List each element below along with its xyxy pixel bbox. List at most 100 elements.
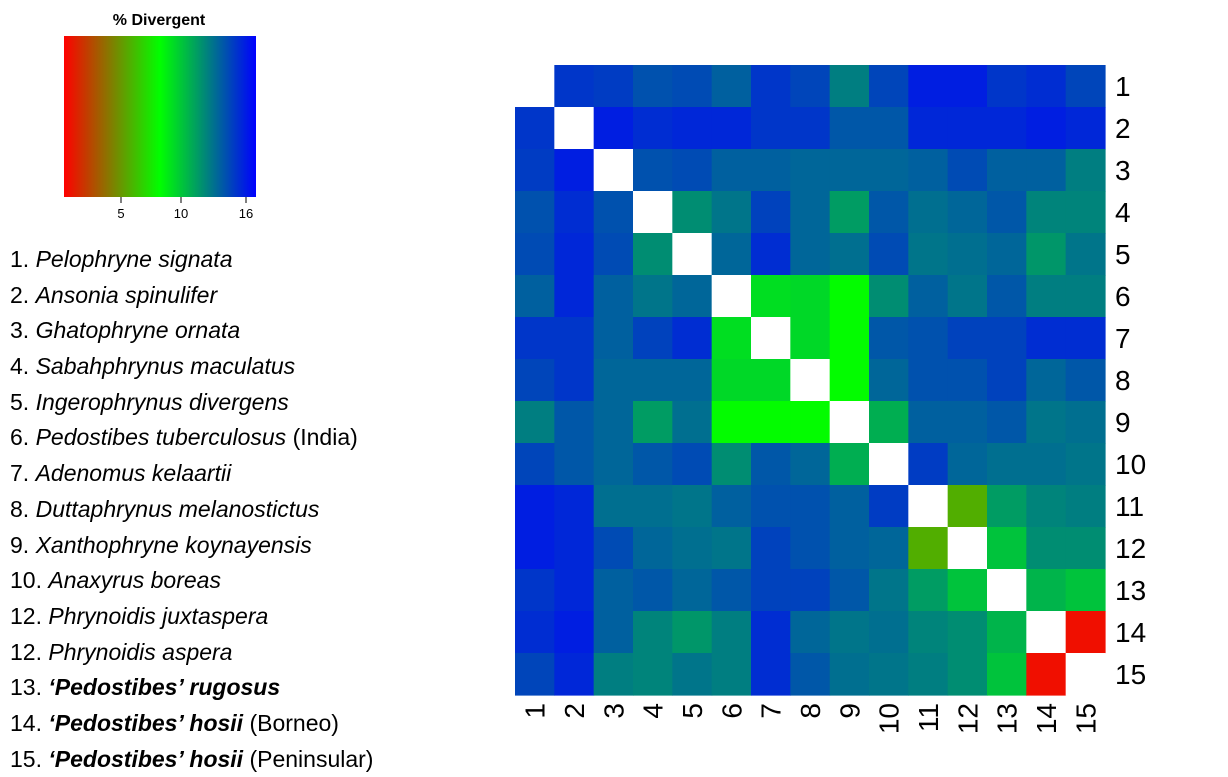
heatmap-cell [987,527,1027,570]
heatmap-cell [869,233,909,276]
heatmap-cell [633,485,673,528]
heatmap-cell [633,611,673,654]
heatmap-cell [947,485,988,528]
heatmap-cell [672,275,713,318]
species-name: ‘Pedostibes’ hosii [48,709,244,736]
heatmap-cell [554,611,595,654]
heatmap-cell [947,611,988,654]
species-name: Phrynoidis aspera [48,638,233,665]
row-label: 13 [1115,575,1146,606]
species-item: 15. ‘Pedostibes’ hosii (Peninsular) [10,742,373,777]
heatmap-cell [869,107,909,150]
heatmap-cell [1065,65,1106,108]
heatmap-cell [554,65,595,108]
heatmap-cell [1026,149,1067,192]
heatmap-cell [751,275,791,318]
heatmap-cell [947,65,988,108]
species-number: 10. [10,567,42,594]
species-name: Sabahphrynus maculatus [35,353,296,380]
heatmap-cell [1026,443,1067,486]
row-label: 9 [1115,407,1131,438]
heatmap-cell [1065,485,1106,528]
heatmap-cell [593,65,634,108]
heatmap-cell [947,569,988,612]
heatmap-cell [908,149,949,192]
heatmap-cell [672,527,713,570]
heatmap-cell [1026,653,1067,696]
heatmap-cell [829,443,870,486]
heatmap-cell [554,653,595,696]
heatmap-cell [672,485,713,528]
heatmap-cell [1065,401,1106,444]
heatmap-cell [711,65,752,108]
heatmap-cell [751,107,791,150]
heatmap-cell [1065,611,1106,654]
heatmap-cell [987,485,1027,528]
heatmap-cell [711,107,752,150]
species-number: 1. [10,246,30,272]
heatmap-cell [1026,275,1067,318]
row-label: 14 [1115,617,1146,648]
heatmap-cell [790,107,831,150]
heatmap-cell [987,653,1027,696]
heatmap-cell [672,149,713,192]
heatmap-cell [593,443,634,486]
species-name: Adenomus kelaartii [35,460,232,487]
heatmap-cell [633,65,673,108]
heatmap-cell [554,317,595,360]
species-item: 12. Phrynoidis aspera [10,635,373,671]
heatmap-cell [869,359,909,402]
species-item: 8. Duttaphrynus melanostictus [10,492,373,528]
heatmap-cell [633,107,673,150]
col-label: 8 [795,703,826,719]
heatmap-cell [711,569,752,612]
color-key-tick-label: 16 [239,206,253,221]
species-number: 13. [10,674,42,701]
col-label: 5 [677,703,708,719]
heatmap-cell [711,527,752,570]
row-label: 11 [1115,491,1144,522]
heatmap-cell [711,149,752,192]
heatmap-cell [1065,569,1106,612]
heatmap-cell [554,191,595,234]
heatmap-cell [947,443,988,486]
heatmap-cell [987,317,1027,360]
heatmap-cell [1026,359,1067,402]
heatmap-cell [751,149,791,192]
heatmap-cell [515,191,555,234]
col-label: 13 [992,703,1023,734]
heatmap-cell [711,653,752,696]
heatmap-cell [947,107,988,150]
heatmap-cell [515,65,555,108]
heatmap-cell [987,611,1027,654]
heatmap-cell [633,149,673,192]
heatmap-cell [947,653,988,696]
heatmap-cell [947,191,988,234]
heatmap-cell [987,443,1027,486]
heatmap-cell [1026,317,1067,360]
heatmap-cell [908,107,949,150]
row-label: 7 [1115,323,1131,354]
heatmap-cell [829,527,870,570]
species-name: Ansonia spinulifer [35,281,218,308]
heatmap-cell [515,275,555,318]
species-item: 4. Sabahphrynus maculatus [10,349,373,385]
heatmap-cell [829,569,870,612]
heatmap-cell [711,443,752,486]
heatmap-cell [751,65,791,108]
heatmap-cell [1065,275,1106,318]
species-item: 14. ‘Pedostibes’ hosii (Borneo) [10,706,373,742]
heatmap-cell [987,569,1027,612]
heatmap-cell [515,359,555,402]
species-item: 6. Pedostibes tuberculosus (India) [10,420,373,456]
heatmap-cell [633,191,673,234]
heatmap-cell [987,359,1027,402]
heatmap-cell [1026,611,1067,654]
heatmap-cell [947,233,988,276]
row-label: 2 [1115,113,1131,144]
heatmap-cell [633,653,673,696]
color-key-tick-label: 10 [174,206,188,221]
row-label: 6 [1115,281,1131,312]
species-number: 9. [10,531,30,558]
heatmap-cell [908,401,949,444]
